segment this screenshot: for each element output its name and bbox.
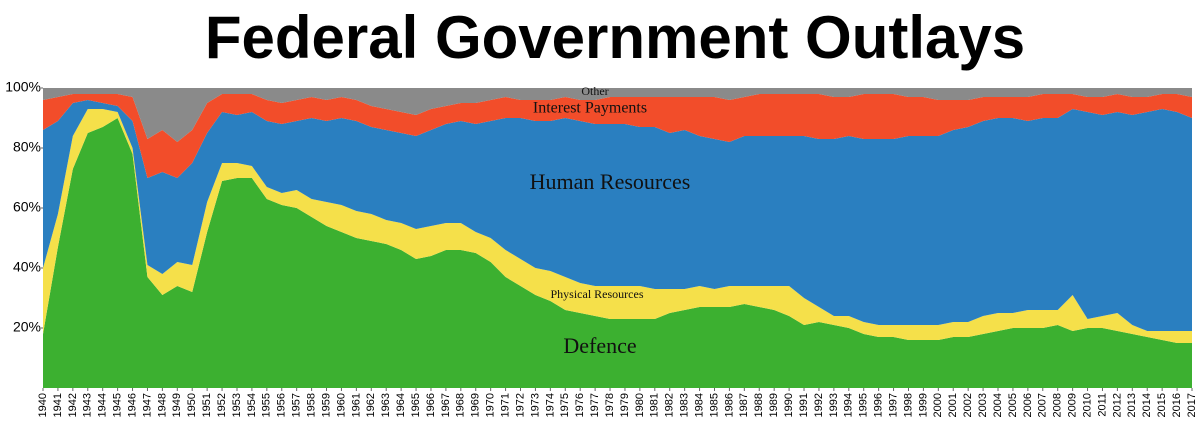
x-tick-label: 2016 bbox=[1171, 393, 1183, 417]
x-tick-label: 1968 bbox=[455, 393, 467, 417]
x-tick-label: 2017 bbox=[1186, 393, 1198, 417]
x-tick-label: 1973 bbox=[529, 393, 541, 417]
x-tick-label: 1999 bbox=[917, 393, 929, 417]
x-tick-label: 1970 bbox=[485, 393, 497, 417]
y-tick-label: 60% bbox=[13, 199, 41, 215]
area bbox=[43, 109, 1192, 343]
x-tick-label: 1942 bbox=[67, 393, 79, 417]
x-tick-label: 1988 bbox=[753, 393, 765, 417]
x-tick-label: 1944 bbox=[97, 393, 109, 417]
x-tick-label: 2003 bbox=[977, 393, 989, 417]
x-tick-label: 2002 bbox=[962, 393, 974, 417]
x-tick-label: 1983 bbox=[679, 393, 691, 417]
x-tick-label: 1964 bbox=[395, 393, 407, 417]
series-label: Defence bbox=[563, 333, 636, 358]
series-label: Physical Resources bbox=[551, 287, 644, 301]
x-tick-label: 1976 bbox=[574, 393, 586, 417]
x-tick-label: 1965 bbox=[410, 393, 422, 417]
x-tick-label: 1951 bbox=[201, 393, 213, 417]
x-tick-label: 1997 bbox=[887, 393, 899, 417]
x-tick-label: 1989 bbox=[768, 393, 780, 417]
x-tick-label: 1967 bbox=[440, 393, 452, 417]
x-tick-label: 1948 bbox=[156, 393, 168, 417]
x-tick-label: 1977 bbox=[589, 393, 601, 417]
x-tick-label: 2014 bbox=[1141, 393, 1153, 417]
x-tick-label: 2006 bbox=[1022, 393, 1034, 417]
x-tick-label: 1949 bbox=[171, 393, 183, 417]
x-tick-label: 2000 bbox=[932, 393, 944, 417]
x-tick-label: 1961 bbox=[350, 393, 362, 417]
x-tick-label: 1996 bbox=[873, 393, 885, 417]
plot-area bbox=[43, 88, 1192, 388]
area bbox=[43, 88, 1192, 142]
x-tick-label: 1946 bbox=[126, 393, 138, 417]
x-tick-label: 1954 bbox=[246, 393, 258, 417]
x-tick-label: 2015 bbox=[1156, 393, 1168, 417]
x-tick-label: 1958 bbox=[306, 393, 318, 417]
x-tick-label: 1960 bbox=[335, 393, 347, 417]
x-tick-label: 1952 bbox=[216, 393, 228, 417]
x-tick-label: 1984 bbox=[693, 393, 705, 417]
x-tick-label: 2001 bbox=[947, 393, 959, 417]
area bbox=[43, 94, 1192, 178]
labels: Defence Physical Resources Human Resources… bbox=[5, 79, 1198, 418]
chart-title: Federal Government Outlays bbox=[205, 4, 1025, 71]
x-tick-label: 1987 bbox=[738, 393, 750, 417]
x-tick-label: 2012 bbox=[1111, 393, 1123, 417]
x-tick-label: 1941 bbox=[52, 393, 64, 417]
x-tick-label: 1998 bbox=[902, 393, 914, 417]
series-label: Human Resources bbox=[530, 169, 691, 194]
x-tick-label: 1972 bbox=[514, 393, 526, 417]
area bbox=[43, 118, 1192, 388]
x-tick-label: 1969 bbox=[470, 393, 482, 417]
area bbox=[43, 100, 1192, 331]
x-tick-label: 1957 bbox=[291, 393, 303, 417]
y-tick-label: 20% bbox=[13, 319, 41, 335]
x-tick-label: 2011 bbox=[1096, 393, 1108, 417]
x-tick-label: 2007 bbox=[1037, 393, 1049, 417]
x-tick-label: 1979 bbox=[619, 393, 631, 417]
x-tick-label: 1943 bbox=[82, 393, 94, 417]
x-tick-label: 1974 bbox=[544, 393, 556, 417]
x-tick-label: 1990 bbox=[783, 393, 795, 417]
x-tick-label: 2013 bbox=[1126, 393, 1138, 417]
x-tick-label: 2008 bbox=[1052, 393, 1064, 417]
x-tick-label: 1995 bbox=[858, 393, 870, 417]
x-tick-label: 1956 bbox=[276, 393, 288, 417]
x-tick-label: 1953 bbox=[231, 393, 243, 417]
y-tick-label: 40% bbox=[13, 259, 41, 275]
x-tick-label: 1971 bbox=[499, 393, 511, 417]
y-tick-label: 100% bbox=[5, 79, 41, 95]
x-tick-label: 1945 bbox=[112, 393, 124, 417]
x-tick-label: 1985 bbox=[708, 393, 720, 417]
x-tick-label: 1947 bbox=[141, 393, 153, 417]
x-tick-label: 2005 bbox=[1007, 393, 1019, 417]
x-tick-label: 1963 bbox=[380, 393, 392, 417]
x-tick-label: 1975 bbox=[559, 393, 571, 417]
x-tick-label: 1966 bbox=[425, 393, 437, 417]
x-tick-label: 1982 bbox=[664, 393, 676, 417]
x-tick-label: 1940 bbox=[37, 393, 49, 417]
series-label: Other bbox=[581, 84, 608, 98]
x-tick-label: 1981 bbox=[649, 393, 661, 417]
x-tick-label: 1993 bbox=[828, 393, 840, 417]
x-tick-label: 1955 bbox=[261, 393, 273, 417]
series-label: Interest Payments bbox=[533, 100, 647, 117]
x-tick-label: 1991 bbox=[798, 393, 810, 417]
x-tick-label: 1950 bbox=[186, 393, 198, 417]
x-tick-label: 2009 bbox=[1067, 393, 1079, 417]
x-tick-label: 1980 bbox=[634, 393, 646, 417]
x-tick-label: 2010 bbox=[1081, 393, 1093, 417]
x-tick-label: 2004 bbox=[992, 393, 1004, 417]
x-tick-label: 1992 bbox=[813, 393, 825, 417]
x-tick-label: 1994 bbox=[843, 393, 855, 417]
x-tick-label: 1986 bbox=[723, 393, 735, 417]
y-tick-label: 80% bbox=[13, 139, 41, 155]
x-tick-label: 1962 bbox=[365, 393, 377, 417]
x-tick-label: 1959 bbox=[320, 393, 332, 417]
x-tick-label: 1978 bbox=[604, 393, 616, 417]
